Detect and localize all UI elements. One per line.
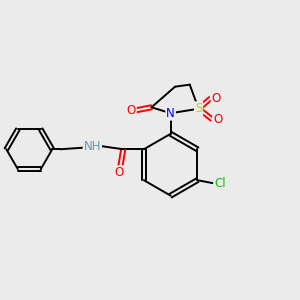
Text: O: O — [212, 92, 221, 105]
Text: S: S — [195, 102, 202, 115]
Text: N: N — [166, 107, 175, 120]
Text: O: O — [126, 104, 135, 117]
Text: Cl: Cl — [214, 177, 226, 190]
Text: NH: NH — [84, 140, 101, 153]
Text: O: O — [114, 166, 123, 179]
Text: O: O — [127, 104, 136, 117]
Text: O: O — [213, 112, 222, 126]
